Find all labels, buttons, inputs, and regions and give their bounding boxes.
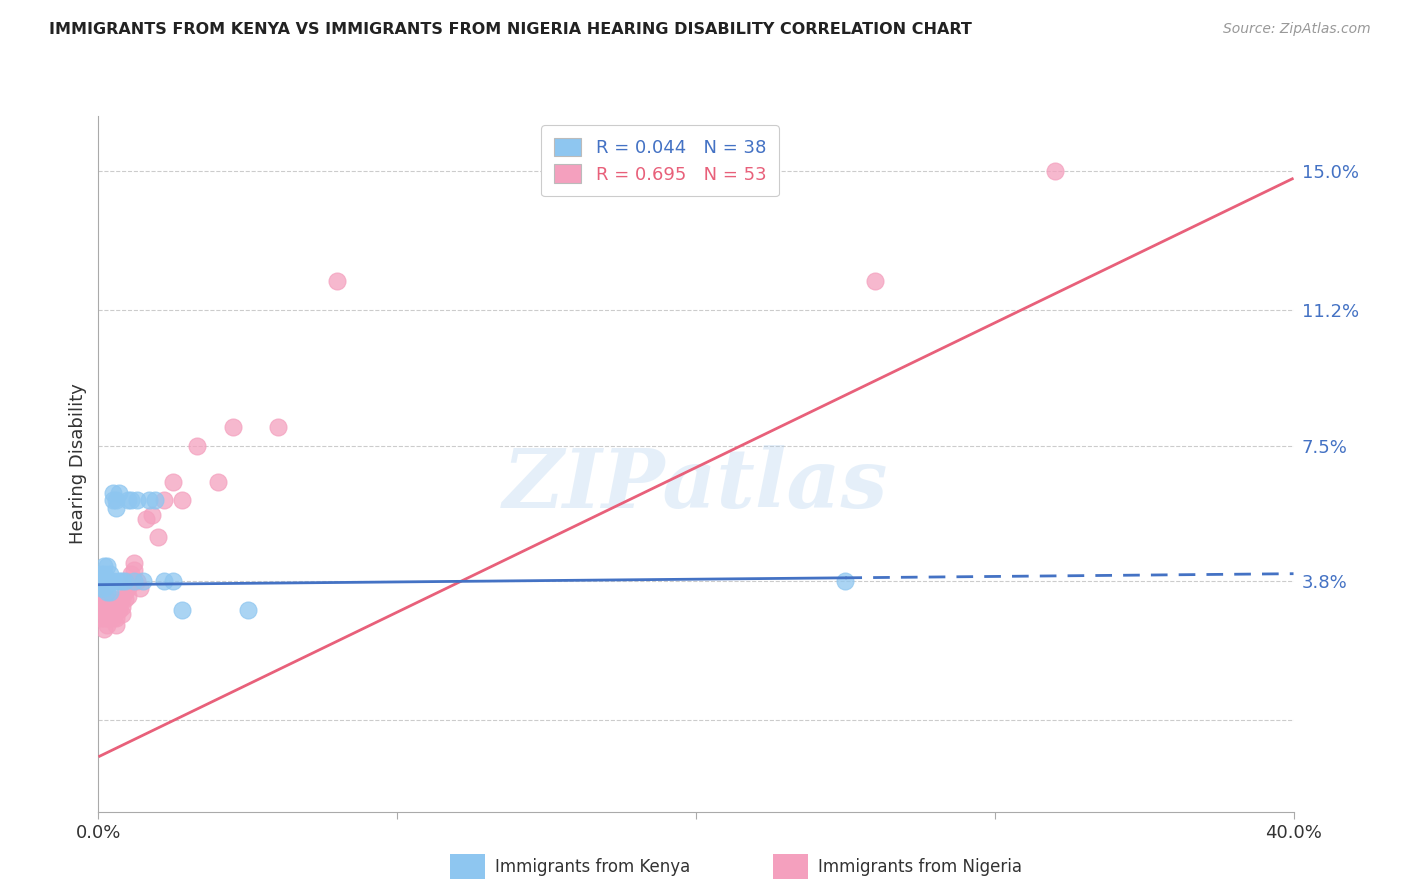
Point: [162, 475, 184, 490]
Point: [103, 574, 125, 588]
Point: [100, 603, 122, 617]
Text: Source: ZipAtlas.com: Source: ZipAtlas.com: [1223, 22, 1371, 37]
Point: [96, 618, 118, 632]
Point: [90, 574, 112, 588]
Text: Immigrants from Kenya: Immigrants from Kenya: [495, 858, 690, 876]
Point: [96, 559, 118, 574]
Point: [93, 566, 115, 581]
Point: [100, 610, 122, 624]
Point: [124, 563, 146, 577]
Text: ZIPatlas: ZIPatlas: [503, 445, 889, 524]
Point: [127, 493, 149, 508]
Point: [124, 556, 146, 570]
Point: [93, 582, 115, 596]
Point: [153, 493, 176, 508]
Point: [105, 618, 128, 632]
Point: [117, 582, 139, 596]
Point: [105, 596, 128, 610]
Point: [129, 582, 152, 596]
Point: [93, 574, 115, 588]
Point: [90, 574, 112, 588]
Point: [267, 420, 290, 434]
Point: [141, 508, 163, 522]
Point: [117, 493, 139, 508]
Point: [96, 577, 118, 591]
Point: [207, 475, 229, 490]
Point: [90, 603, 112, 617]
Point: [93, 574, 115, 588]
Point: [93, 559, 115, 574]
Point: [111, 592, 134, 607]
Point: [108, 603, 131, 617]
Legend: R = 0.044   N = 38, R = 0.695   N = 53: R = 0.044 N = 38, R = 0.695 N = 53: [541, 125, 779, 196]
Text: IMMIGRANTS FROM KENYA VS IMMIGRANTS FROM NIGERIA HEARING DISABILITY CORRELATION : IMMIGRANTS FROM KENYA VS IMMIGRANTS FROM…: [49, 22, 972, 37]
Point: [236, 603, 259, 617]
Point: [103, 603, 125, 617]
Point: [120, 566, 142, 581]
Point: [114, 592, 136, 607]
Point: [93, 622, 115, 636]
Point: [108, 574, 131, 588]
Point: [153, 574, 176, 588]
Point: [172, 603, 194, 617]
Point: [111, 607, 134, 621]
Point: [105, 610, 128, 624]
Point: [108, 486, 131, 500]
Point: [111, 599, 134, 614]
Point: [120, 574, 142, 588]
Point: [103, 610, 125, 624]
Point: [105, 603, 128, 617]
Point: [90, 585, 112, 599]
Point: [103, 592, 125, 607]
Point: [108, 599, 131, 614]
Point: [114, 585, 136, 599]
Point: [93, 603, 115, 617]
Point: [132, 574, 155, 588]
Point: [172, 493, 194, 508]
Point: [96, 599, 118, 614]
Point: [90, 610, 112, 624]
Point: [103, 493, 125, 508]
Point: [135, 512, 157, 526]
Point: [326, 274, 349, 288]
Point: [100, 574, 122, 588]
Point: [100, 585, 122, 599]
Point: [96, 574, 118, 588]
Point: [138, 493, 160, 508]
Point: [96, 585, 118, 599]
Point: [96, 603, 118, 617]
Point: [100, 566, 122, 581]
Point: [93, 589, 115, 603]
Point: [90, 592, 112, 607]
Point: [93, 610, 115, 624]
Point: [186, 438, 208, 452]
Point: [148, 530, 170, 544]
Point: [111, 574, 134, 588]
Point: [127, 574, 149, 588]
Point: [143, 493, 166, 508]
Point: [90, 582, 112, 596]
Point: [90, 566, 112, 581]
Point: [114, 574, 136, 588]
Y-axis label: Hearing Disability: Hearing Disability: [69, 384, 87, 544]
Point: [100, 599, 122, 614]
Point: [1043, 164, 1066, 178]
Point: [120, 493, 142, 508]
Point: [96, 610, 118, 624]
Point: [93, 596, 115, 610]
Point: [834, 574, 856, 588]
Point: [162, 574, 184, 588]
Point: [117, 589, 139, 603]
Point: [222, 420, 245, 434]
Point: [96, 592, 118, 607]
Point: [103, 486, 125, 500]
Point: [100, 574, 122, 588]
Point: [103, 599, 125, 614]
Point: [865, 274, 887, 288]
Point: [105, 500, 128, 515]
Point: [124, 574, 146, 588]
Point: [105, 493, 128, 508]
Text: Immigrants from Nigeria: Immigrants from Nigeria: [818, 858, 1022, 876]
